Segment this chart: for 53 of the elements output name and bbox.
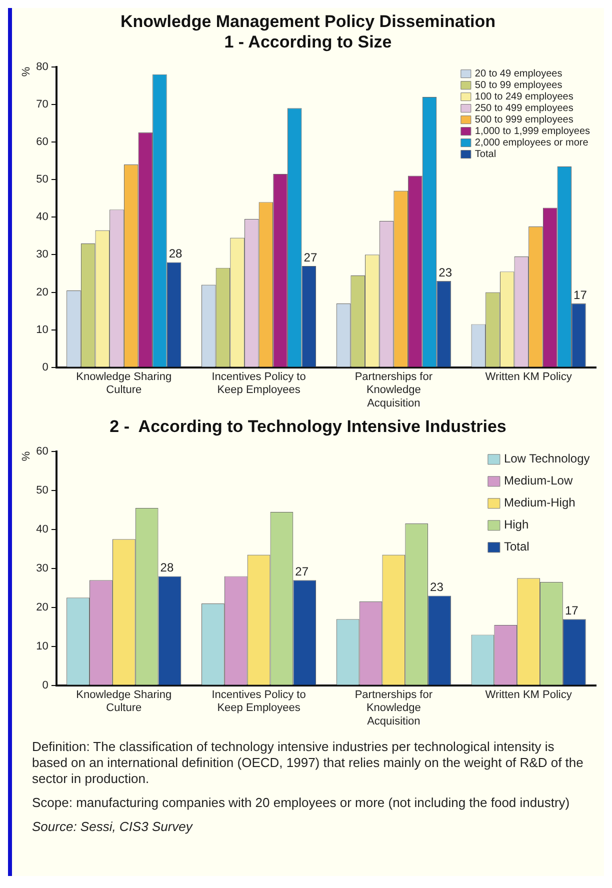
data-label: 27 [304, 250, 318, 264]
x-tick-label: Knowledge Sharing Culture [76, 689, 172, 714]
y-tick-label: 30 [36, 248, 48, 261]
y-tick-label: 60 [36, 136, 48, 148]
x-tick-label: Written KM Policy [485, 689, 572, 702]
legend-label: 2,000 employees or more [474, 138, 589, 149]
chart-subtitle: 1 - According to Size [224, 32, 392, 52]
legend-label: 1,000 to 1,999 employees [474, 126, 590, 138]
data-label: 17 [564, 603, 579, 618]
y-tick-label: 50 [36, 484, 48, 496]
text: Definition: The classification of technology intensive industries per technological intensity is based on an international definition (OECD, 1997) that relies mainly on the weight of R&D of the sector in production. [32, 739, 584, 787]
y-tick-label: 20 [36, 286, 48, 298]
x-tick-label: Partnerships for Knowledge Acquisition [354, 689, 433, 728]
legend-label: Total [504, 540, 530, 554]
data-label: 23 [438, 265, 452, 280]
legend-label: Low Technology [504, 452, 590, 466]
y-tick-label: 20 [36, 601, 48, 614]
y-axis-title: % [20, 66, 33, 77]
x-tick-label: Incentives Policy to Keep Employees [212, 371, 306, 396]
x-tick-label: Knowledge Sharing Culture [76, 371, 172, 396]
legend-label: Total [474, 149, 496, 160]
x-tick-label: Incentives Policy to Keep Employees [212, 689, 306, 714]
legend-label: 100 to 249 employees [474, 92, 574, 103]
y-tick-label: 10 [36, 640, 48, 652]
y-tick-label: 70 [36, 98, 48, 110]
y-tick-label: 40 [36, 523, 48, 536]
text: Scope: manufacturing companies with 20 employees or more (not including the food industry) [32, 795, 571, 811]
x-tick-label: Partnerships for Knowledge Acquisition [354, 371, 433, 410]
data-label: 28 [160, 560, 174, 575]
data-label: 17 [574, 288, 588, 302]
legend-label: 20 to 49 employees [474, 68, 562, 80]
chart-title: Knowledge Management Policy Dissemination [120, 12, 496, 31]
legend-label: High [504, 518, 529, 532]
y-tick-label: 10 [36, 324, 48, 336]
y-axis-title: % [20, 451, 33, 462]
legend-label: 50 to 99 employees [474, 80, 562, 92]
y-tick-label: 80 [36, 60, 48, 73]
y-tick-label: 30 [36, 562, 48, 574]
y-tick-label: 40 [36, 211, 48, 224]
chart-title: 2 - According to Technology Intensive Industries [110, 416, 506, 436]
data-label: 23 [430, 580, 444, 594]
legend-label: Medium-Low [504, 474, 573, 488]
legend-label: 250 to 499 employees [474, 103, 574, 114]
data-label: 27 [295, 564, 309, 578]
legend-label: Medium-High [504, 496, 576, 510]
data-label: 28 [168, 246, 183, 261]
source-note: Source: Sessi, CIS3 Survey [32, 819, 194, 835]
legend-label: 500 to 999 employees [474, 114, 574, 126]
y-tick-label: 60 [36, 445, 48, 458]
y-tick-label: 0 [42, 679, 48, 692]
x-tick-label: Written KM Policy [485, 371, 572, 384]
y-tick-label: 50 [36, 174, 48, 186]
y-tick-label: 0 [42, 361, 48, 374]
